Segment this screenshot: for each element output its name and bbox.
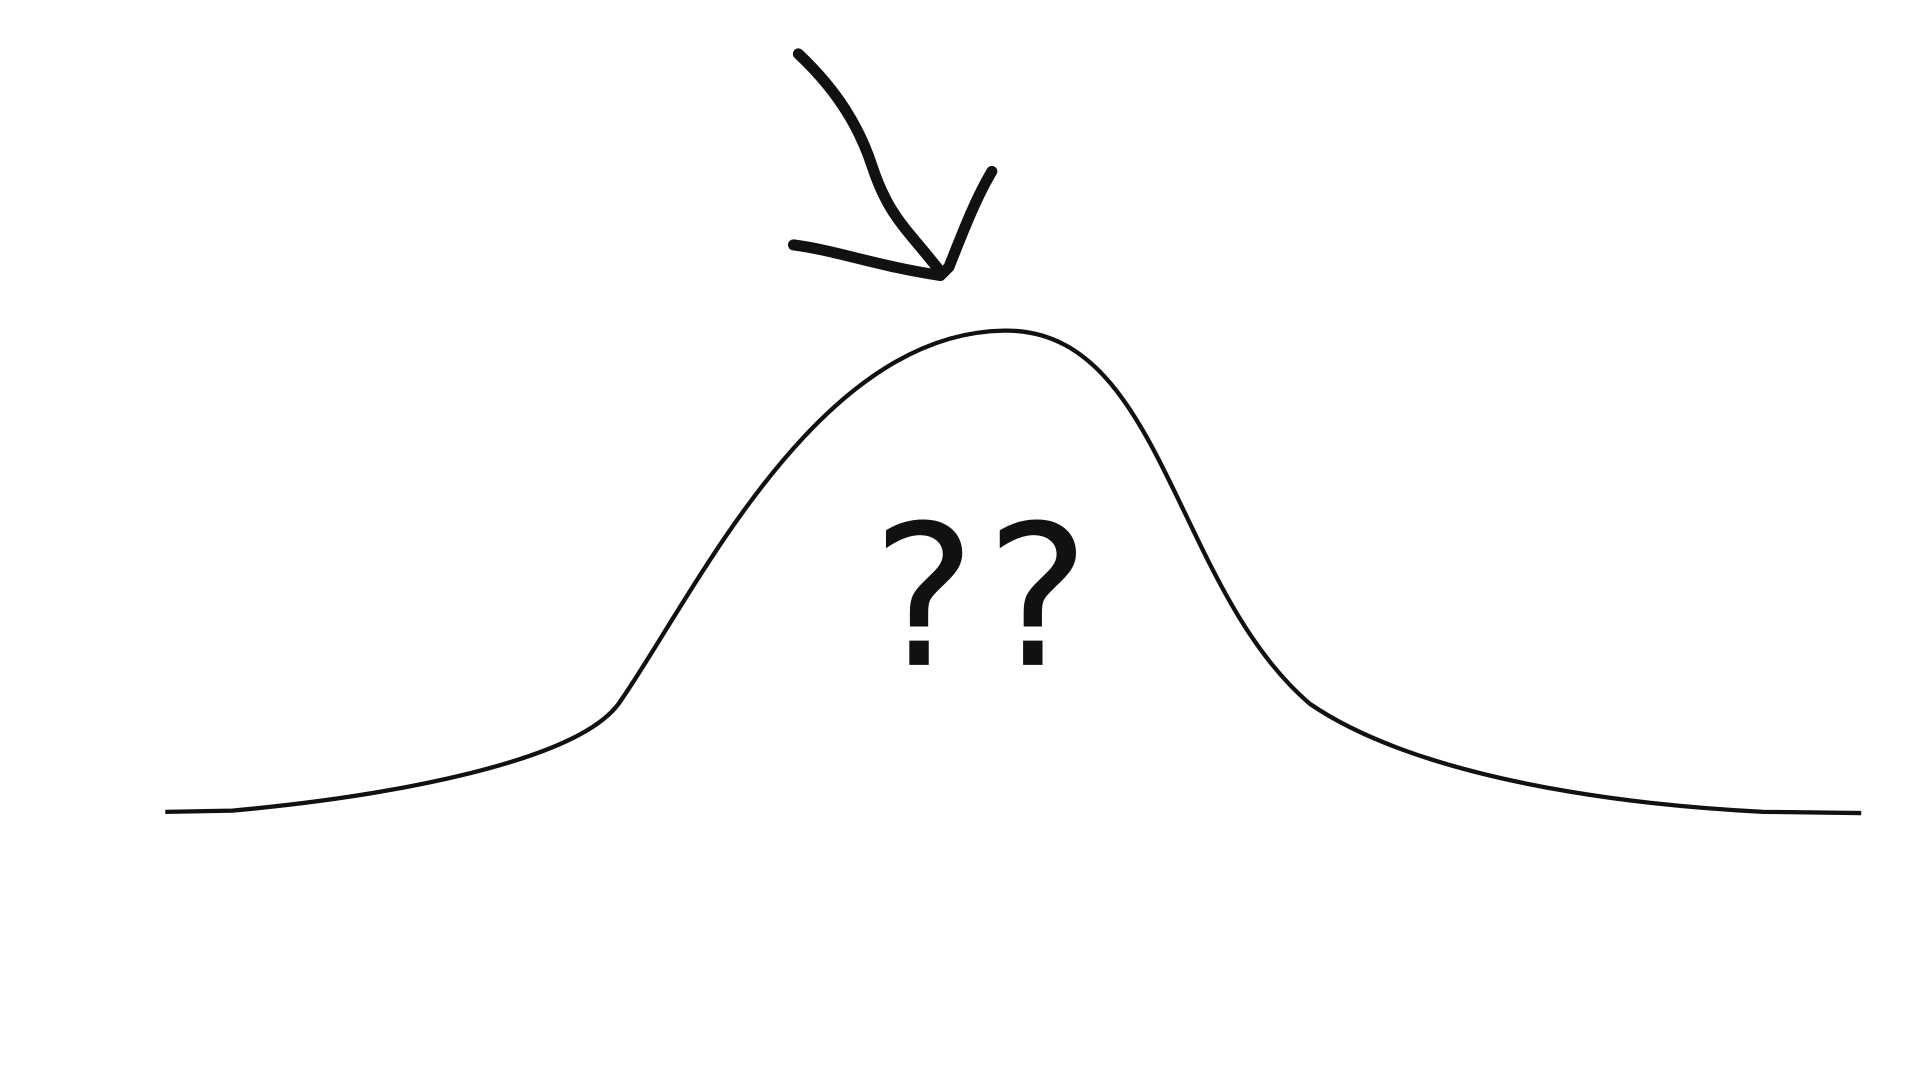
arrow xyxy=(787,48,998,282)
arrow-head xyxy=(787,165,998,282)
bell-curve xyxy=(165,328,1862,816)
question-label: ?? xyxy=(872,484,1100,712)
arrow-shaft xyxy=(792,48,946,278)
